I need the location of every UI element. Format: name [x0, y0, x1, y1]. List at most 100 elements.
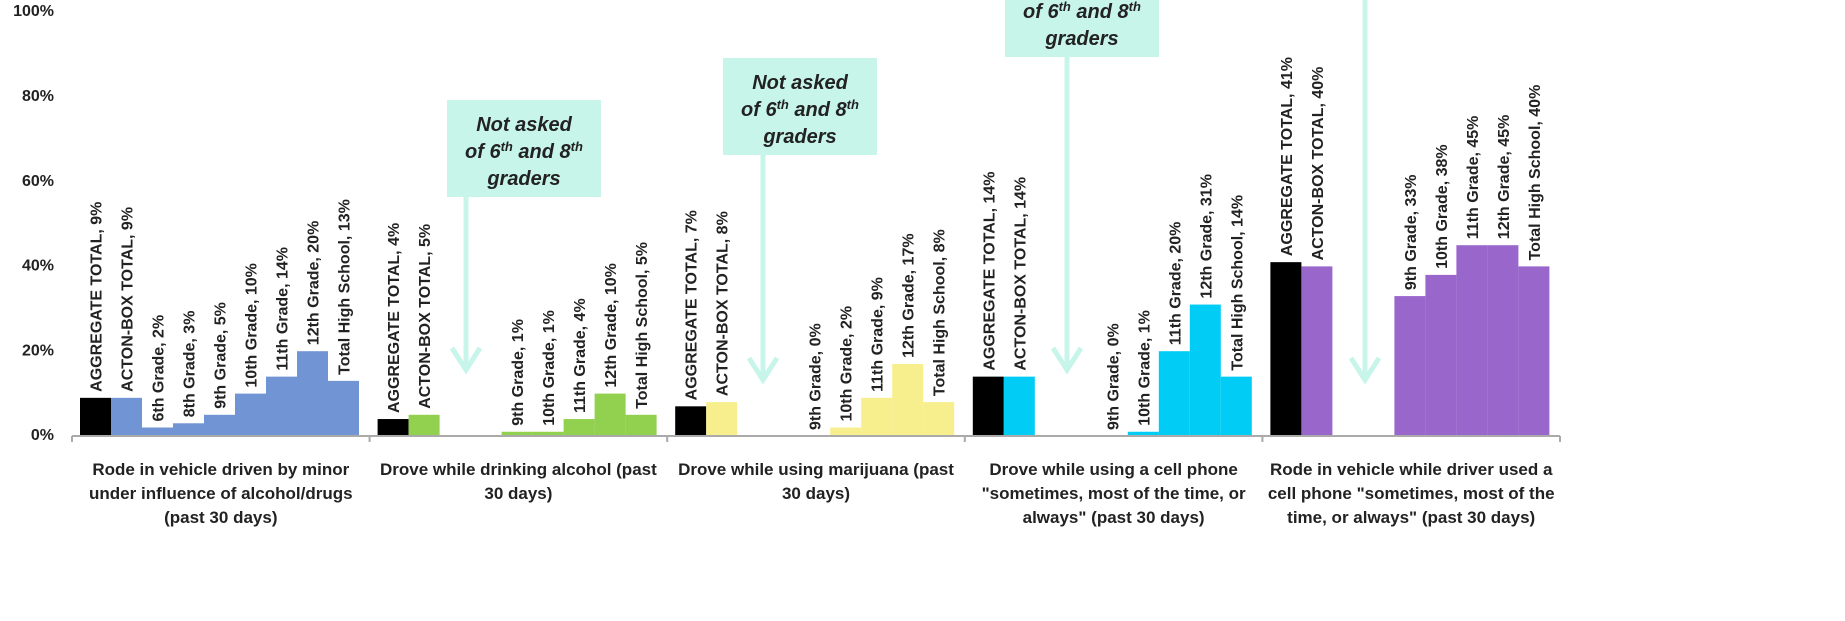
annotation-text: of 6th and 8th: [1023, 0, 1141, 23]
bar: [235, 393, 266, 436]
bar: [142, 427, 173, 436]
bar: [1189, 304, 1221, 436]
bar: [1003, 376, 1035, 436]
bar: [1220, 376, 1252, 436]
data-label: 10th Grade, 1%: [541, 310, 558, 426]
bar: [861, 397, 893, 436]
y-tick-label: 60%: [22, 173, 54, 190]
bar: [532, 431, 564, 436]
annotation-arrow-head: [449, 346, 483, 375]
data-label: 10th Grade, 1%: [1136, 310, 1153, 426]
annotation-text-part: th: [777, 97, 789, 112]
bar: [1127, 431, 1159, 436]
y-tick-label: 100%: [13, 3, 54, 20]
bar: [1425, 274, 1457, 436]
bar: [173, 423, 204, 436]
x-category-label: Rode in vehicle driven by minor under in…: [89, 460, 353, 527]
bar: [706, 402, 738, 436]
data-label: 9th Grade, 0%: [808, 323, 825, 430]
data-label: AGGREGATE TOTAL, 7%: [684, 210, 701, 400]
annotation-text-part: of 6: [465, 141, 501, 163]
data-label: ACTON-BOX TOTAL, 40%: [1310, 67, 1327, 261]
bar: [1158, 351, 1190, 436]
bar: [563, 419, 595, 436]
bar: [266, 376, 297, 436]
annotation-text: of 6th and 8th: [741, 97, 859, 122]
bar: [625, 414, 657, 436]
data-label: AGGREGATE TOTAL, 41%: [1279, 57, 1296, 256]
annotation-text-part: th: [571, 139, 583, 154]
y-tick-label: 40%: [22, 258, 54, 275]
bar: [1301, 266, 1333, 436]
annotation-arrow-head: [1348, 356, 1382, 385]
data-label: AGGREGATE TOTAL, 4%: [386, 223, 403, 413]
annotation-arrow-head: [1050, 346, 1084, 375]
annotation-arrow-head: [746, 356, 780, 385]
y-tick-label: 20%: [22, 342, 54, 359]
annotation-text-part: of 6: [741, 99, 777, 121]
data-label: ACTON-BOX TOTAL, 8%: [715, 211, 732, 396]
data-label: 11th Grade, 14%: [275, 247, 292, 371]
x-category-label: Rode in vehicle while driver used a cell…: [1267, 460, 1555, 527]
data-label: 11th Grade, 20%: [1167, 222, 1184, 346]
annotation-text: graders: [1044, 28, 1118, 50]
bar: [972, 376, 1004, 436]
annotation-text: of 6th and 8th: [465, 139, 583, 164]
bar: [111, 397, 142, 436]
bar: [408, 414, 440, 436]
annotation-text: Not asked: [476, 114, 572, 136]
data-label: AGGREGATE TOTAL, 14%: [981, 171, 998, 370]
data-label: 10th Grade, 38%: [1434, 144, 1451, 269]
annotation-text-part: th: [1129, 0, 1141, 14]
data-label: 11th Grade, 4%: [572, 298, 589, 413]
data-label: Total High School, 13%: [337, 199, 354, 375]
data-label: ACTON-BOX TOTAL, 9%: [120, 207, 137, 392]
data-label: ACTON-BOX TOTAL, 5%: [417, 224, 434, 409]
bar: [1270, 262, 1302, 436]
data-label: 10th Grade, 10%: [244, 263, 261, 388]
annotation-box: [1005, 0, 1159, 57]
bar: [892, 363, 924, 436]
x-category-label: Drove while using marijuana (past 30 day…: [678, 460, 954, 503]
annotation-text-part: and 8: [789, 99, 848, 121]
bar: [377, 419, 409, 436]
data-label: 10th Grade, 2%: [839, 306, 856, 422]
data-label: 12th Grade, 20%: [306, 221, 323, 346]
bar: [1518, 266, 1550, 436]
data-label: Total High School, 14%: [1229, 195, 1246, 371]
data-label: Total High School, 40%: [1527, 85, 1544, 261]
annotation-text-part: th: [847, 97, 859, 112]
data-label: 11th Grade, 45%: [1465, 116, 1482, 240]
data-label: 12th Grade, 10%: [603, 263, 620, 388]
y-tick-label: 80%: [22, 88, 54, 105]
data-label: 11th Grade, 9%: [870, 277, 887, 392]
bar: [204, 414, 235, 436]
bar: [675, 406, 707, 436]
annotation-text-part: and 8: [1071, 1, 1130, 23]
annotation-text-part: th: [501, 139, 513, 154]
bar: [594, 393, 626, 436]
annotation-box: [723, 58, 877, 155]
annotation-text: Not asked: [752, 72, 848, 94]
x-category-label: Drove while drinking alcohol (past 30 da…: [380, 460, 657, 503]
data-label: 9th Grade, 33%: [1403, 174, 1420, 290]
data-label: 12th Grade, 45%: [1496, 115, 1513, 240]
bar: [297, 351, 328, 436]
bar: [1456, 245, 1488, 436]
bar: [923, 402, 955, 436]
data-label: AGGREGATE TOTAL, 9%: [89, 202, 106, 392]
bar: [830, 427, 862, 436]
data-label: 9th Grade, 5%: [213, 302, 230, 409]
bar: [501, 431, 533, 436]
data-label: Total High School, 8%: [932, 229, 949, 396]
annotation-text: graders: [762, 126, 836, 148]
data-label: 6th Grade, 2%: [151, 315, 168, 422]
x-category-label: Drove while using a cell phone "sometime…: [981, 460, 1246, 527]
data-label: 12th Grade, 17%: [901, 233, 918, 357]
annotation-text-part: th: [1059, 0, 1071, 14]
annotation-text-part: of 6: [1023, 1, 1059, 23]
annotation-text-part: and 8: [513, 141, 572, 163]
bar: [80, 397, 111, 436]
